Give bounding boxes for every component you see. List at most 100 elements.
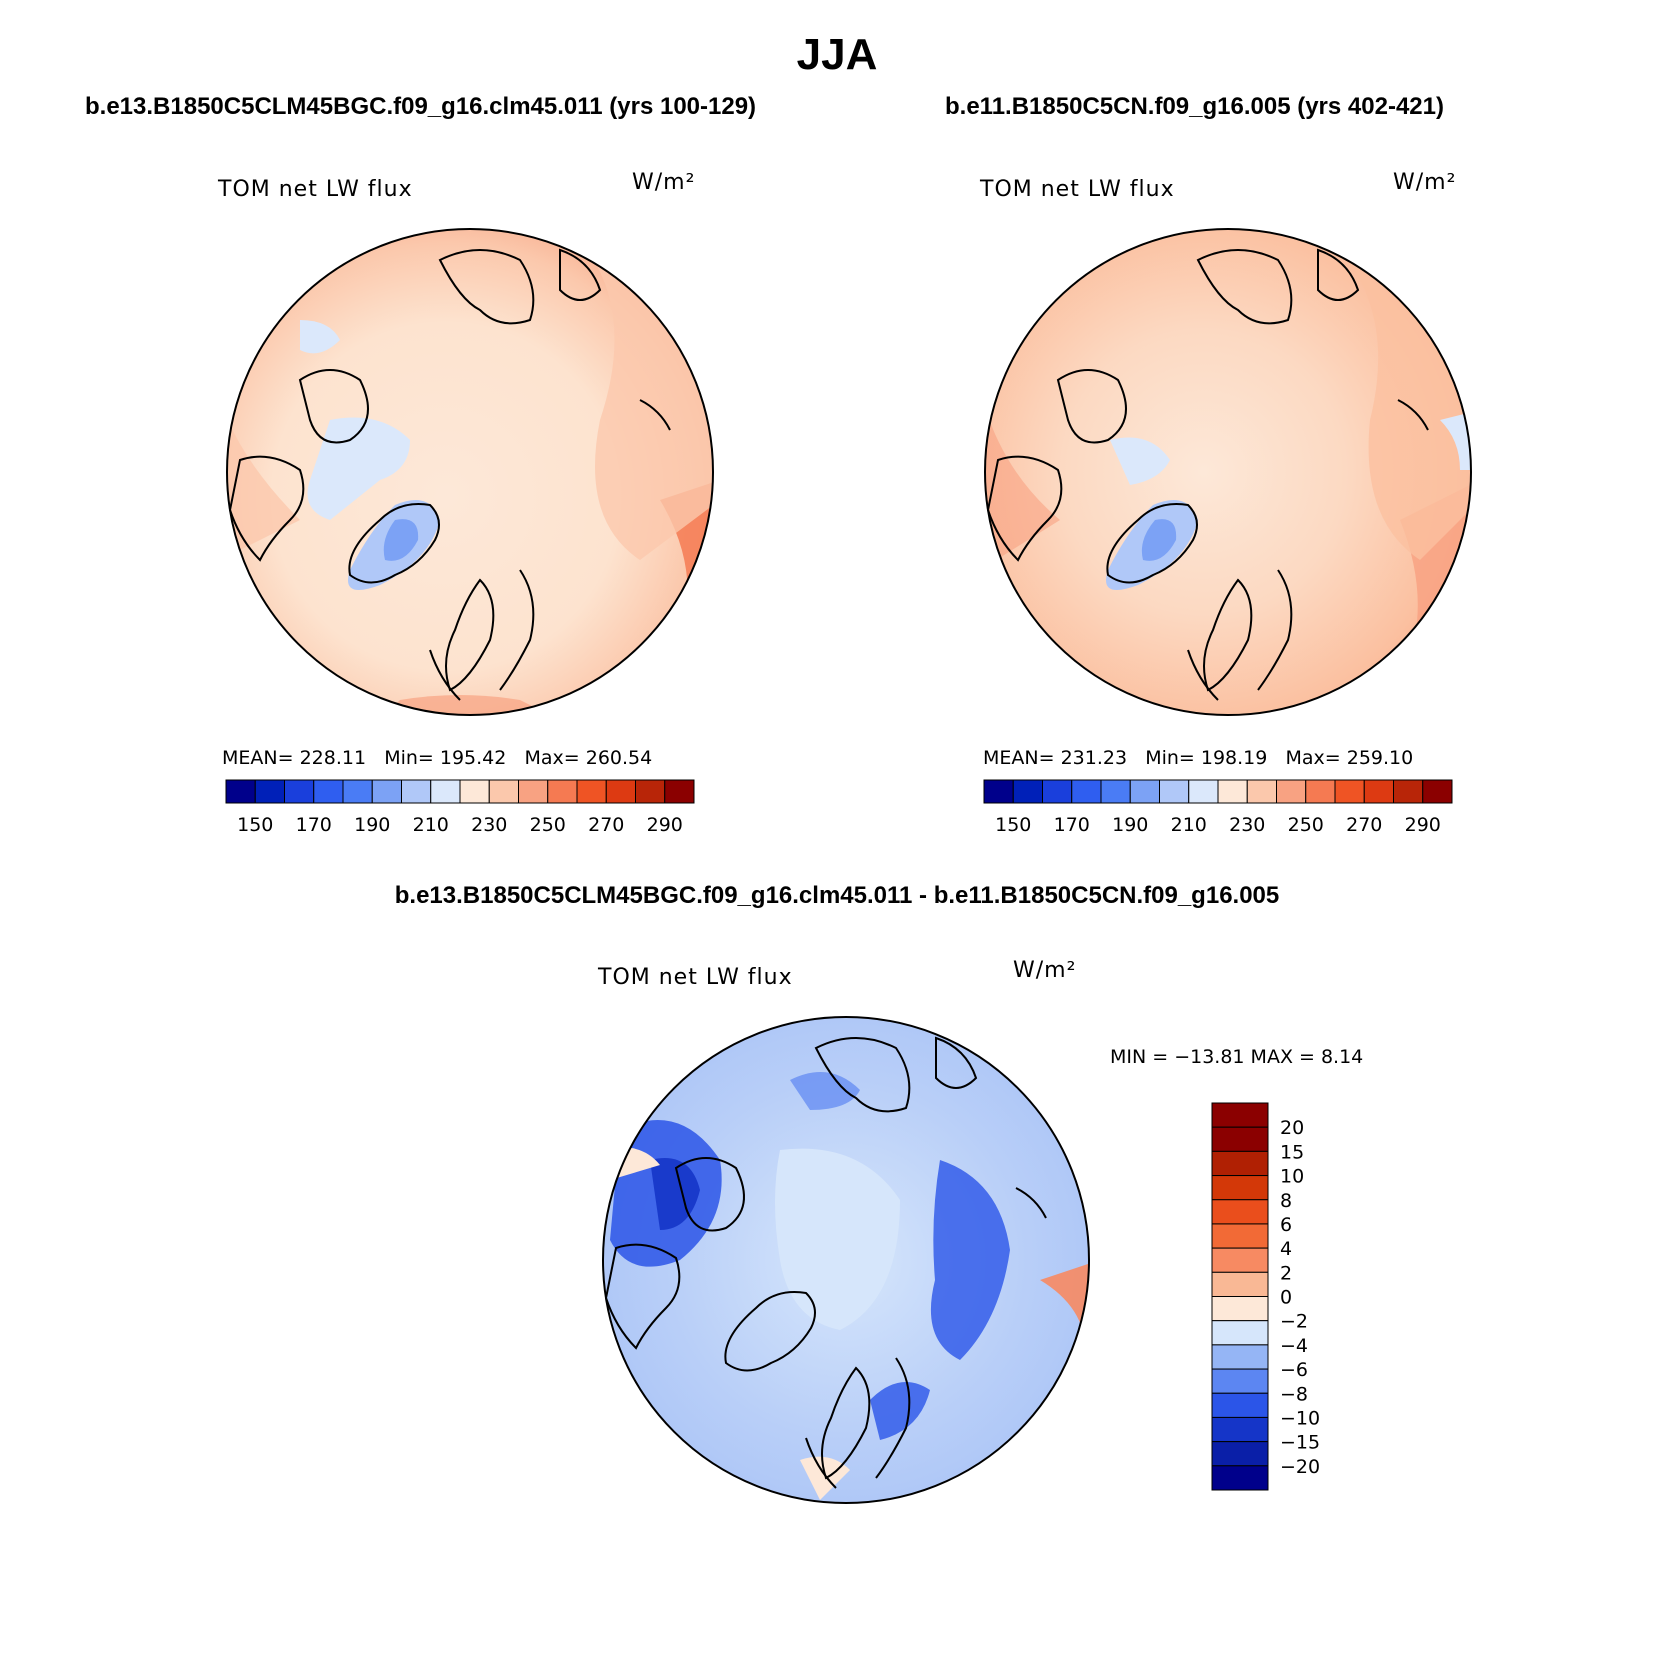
case2-stats: MEAN= 231.23 Min= 198.19 Max= 259.10	[983, 747, 1413, 769]
diff-colorbar-swatch	[1211, 1247, 1269, 1273]
case1-colorbar-swatch	[664, 779, 695, 804]
diff-colorbar-tick-label: −6	[1280, 1359, 1308, 1381]
case1-colorbar-tick-label: 170	[296, 814, 332, 836]
diff-colorbar-swatch	[1211, 1416, 1269, 1443]
diff-colorbar-tick-label: 6	[1280, 1214, 1292, 1236]
case1-max-label: Max=	[524, 747, 580, 769]
diff-colorbar-swatch	[1211, 1465, 1269, 1491]
diff-colorbar-swatch	[1211, 1368, 1269, 1394]
diff-variable-label: TOM net LW flux	[598, 965, 793, 990]
diff-map	[602, 1016, 1090, 1504]
case2-colorbar-swatch	[1363, 779, 1394, 804]
case2-colorbar-swatch	[1188, 779, 1219, 804]
diff-colorbar-swatch	[1211, 1392, 1269, 1418]
diff-colorbar-tick-label: 10	[1280, 1166, 1304, 1188]
case1-colorbar-tick-label: 270	[588, 814, 624, 836]
case2-colorbar-tick-label: 250	[1288, 814, 1324, 836]
diff-colorbar-swatch	[1211, 1102, 1269, 1128]
case1-stats: MEAN= 228.11 Min= 195.42 Max= 260.54	[222, 747, 652, 769]
case2-mean-value: 231.23	[1060, 747, 1128, 769]
case1-colorbar-swatch	[605, 779, 636, 804]
diff-colorbar-tick-label: −4	[1280, 1335, 1308, 1357]
case1-colorbar-swatch	[401, 779, 432, 804]
diff-colorbar-tick-label: −10	[1280, 1407, 1320, 1429]
diff-units-label: W/m²	[1013, 958, 1077, 983]
case1-colorbar-swatch	[254, 779, 285, 804]
case2-colorbar-tick-label: 210	[1171, 814, 1207, 836]
case1-variable-label: TOM net LW flux	[218, 177, 413, 202]
case2-colorbar-swatch	[983, 779, 1014, 804]
case1-colorbar-tick-label: 150	[237, 814, 273, 836]
case1-colorbar-tick-label: 290	[647, 814, 683, 836]
case2-colorbar-swatch	[1129, 779, 1160, 804]
case1-colorbar-tick-label: 210	[413, 814, 449, 836]
case2-colorbar-swatch	[1042, 779, 1073, 804]
case2-units-label: W/m²	[1393, 170, 1457, 195]
case2-min-label: Min=	[1145, 747, 1195, 769]
diff-colorbar-swatch	[1211, 1271, 1269, 1297]
diff-colorbar-tick-label: 20	[1280, 1117, 1304, 1139]
case1-colorbar-swatch	[488, 779, 519, 804]
diff-colorbar-tick-label: 15	[1280, 1141, 1304, 1163]
diff-colorbar-swatch	[1211, 1175, 1269, 1201]
case1-colorbar-swatch	[459, 779, 490, 804]
diff-title: b.e13.B1850C5CLM45BGC.f09_g16.clm45.011 …	[394, 882, 1280, 909]
case1-mean-value: 228.11	[299, 747, 367, 769]
case2-colorbar-tick-label: 270	[1346, 814, 1382, 836]
diff-colorbar-tick-label: 2	[1280, 1262, 1292, 1284]
diff-colorbar-tick-label: −15	[1280, 1432, 1320, 1454]
case2-colorbar-tick-label: 230	[1229, 814, 1265, 836]
diff-colorbar-tick-label: −8	[1280, 1383, 1308, 1405]
case2-colorbar-tick-label: 290	[1405, 814, 1441, 836]
case1-min-value: 195.42	[439, 747, 507, 769]
case2-colorbar: 150 170 190 210 230 250 270 290	[983, 779, 1453, 836]
case1-colorbar-swatch	[284, 779, 315, 804]
case2-variable-label: TOM net LW flux	[980, 177, 1175, 202]
diff-colorbar-swatch	[1211, 1296, 1269, 1322]
case1-map	[226, 228, 714, 716]
case2-colorbar-swatch	[1334, 779, 1365, 804]
case1-colorbar-tick-label: 230	[471, 814, 507, 836]
diff-colorbar-swatch	[1211, 1441, 1269, 1467]
case1-colorbar-swatch	[313, 779, 344, 804]
case1-min-label: Min=	[384, 747, 434, 769]
case2-colorbar-swatch	[1071, 779, 1102, 804]
case1-colorbar-tick-label: 250	[530, 814, 566, 836]
diff-colorbar-tick-label: −20	[1280, 1456, 1320, 1478]
case1-colorbar-swatch	[225, 779, 256, 804]
figure-title: JJA	[796, 30, 878, 79]
case2-colorbar-tick-label: 150	[995, 814, 1031, 836]
case1-title: b.e13.B1850C5CLM45BGC.f09_g16.clm45.011 …	[85, 93, 757, 120]
case1-units-label: W/m²	[632, 170, 696, 195]
case2-min-value: 198.19	[1200, 747, 1268, 769]
case2-colorbar-swatch	[1393, 779, 1424, 804]
case1-colorbar-swatch	[371, 779, 402, 804]
case2-colorbar-swatch	[1217, 779, 1248, 804]
diff-colorbar-swatch	[1211, 1126, 1269, 1152]
case1-colorbar-swatch	[576, 779, 607, 804]
case2-colorbar-swatch	[1276, 779, 1307, 804]
case2-colorbar-swatch	[1422, 779, 1453, 804]
case2-title: b.e11.B1850C5CN.f09_g16.005 (yrs 402-421…	[945, 93, 1444, 120]
case2-max-value: 259.10	[1346, 747, 1414, 769]
case2-colorbar-tick-label: 190	[1112, 814, 1148, 836]
diff-colorbar-swatch	[1211, 1223, 1269, 1249]
case2-colorbar-tick-label: 170	[1054, 814, 1090, 836]
diff-colorbar-tick-label: −2	[1280, 1311, 1308, 1333]
diff-colorbar-swatch	[1211, 1320, 1269, 1346]
case1-colorbar-swatch	[635, 779, 666, 804]
diff-colorbar-tick-label: 4	[1280, 1238, 1292, 1260]
diff-colorbar-swatch	[1211, 1344, 1269, 1370]
case2-colorbar-swatch	[1246, 779, 1277, 804]
case1-colorbar-swatch	[547, 779, 578, 804]
case1-mean-label: MEAN=	[222, 747, 294, 769]
case2-colorbar-swatch	[1159, 779, 1190, 804]
case2-map	[984, 228, 1472, 716]
diff-colorbar-swatch	[1211, 1199, 1269, 1225]
case2-max-label: Max=	[1285, 747, 1341, 769]
case2-colorbar-swatch	[1012, 779, 1043, 804]
case1-colorbar-swatch	[518, 779, 549, 804]
case2-mean-label: MEAN=	[983, 747, 1055, 769]
